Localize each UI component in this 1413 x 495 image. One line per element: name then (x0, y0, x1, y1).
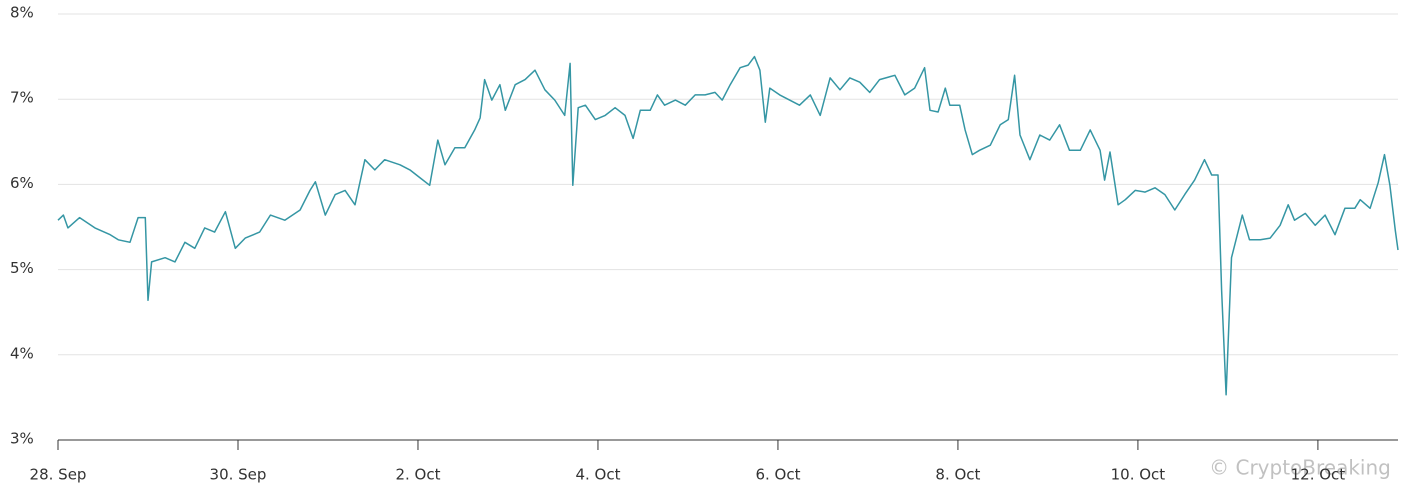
y-tick-label: 3% (10, 430, 34, 448)
y-tick-label: 7% (10, 89, 34, 107)
y-tick-label: 4% (10, 344, 34, 362)
x-tick-label: 28. Sep (30, 466, 87, 484)
x-tick-label: 6. Oct (755, 466, 800, 484)
x-tick-label: 2. Oct (395, 466, 440, 484)
y-tick-label: 8% (10, 4, 34, 22)
x-tick-label: 8. Oct (935, 466, 980, 484)
x-tick-label: 10. Oct (1111, 466, 1166, 484)
watermark: © CryptoBreaking (1209, 456, 1391, 480)
x-tick-label: 12. Oct (1291, 466, 1346, 484)
y-tick-label: 6% (10, 174, 34, 192)
x-tick-label: 30. Sep (210, 466, 267, 484)
x-tick-label: 4. Oct (575, 466, 620, 484)
y-tick-label: 5% (10, 259, 34, 277)
line (57, 55, 1399, 396)
